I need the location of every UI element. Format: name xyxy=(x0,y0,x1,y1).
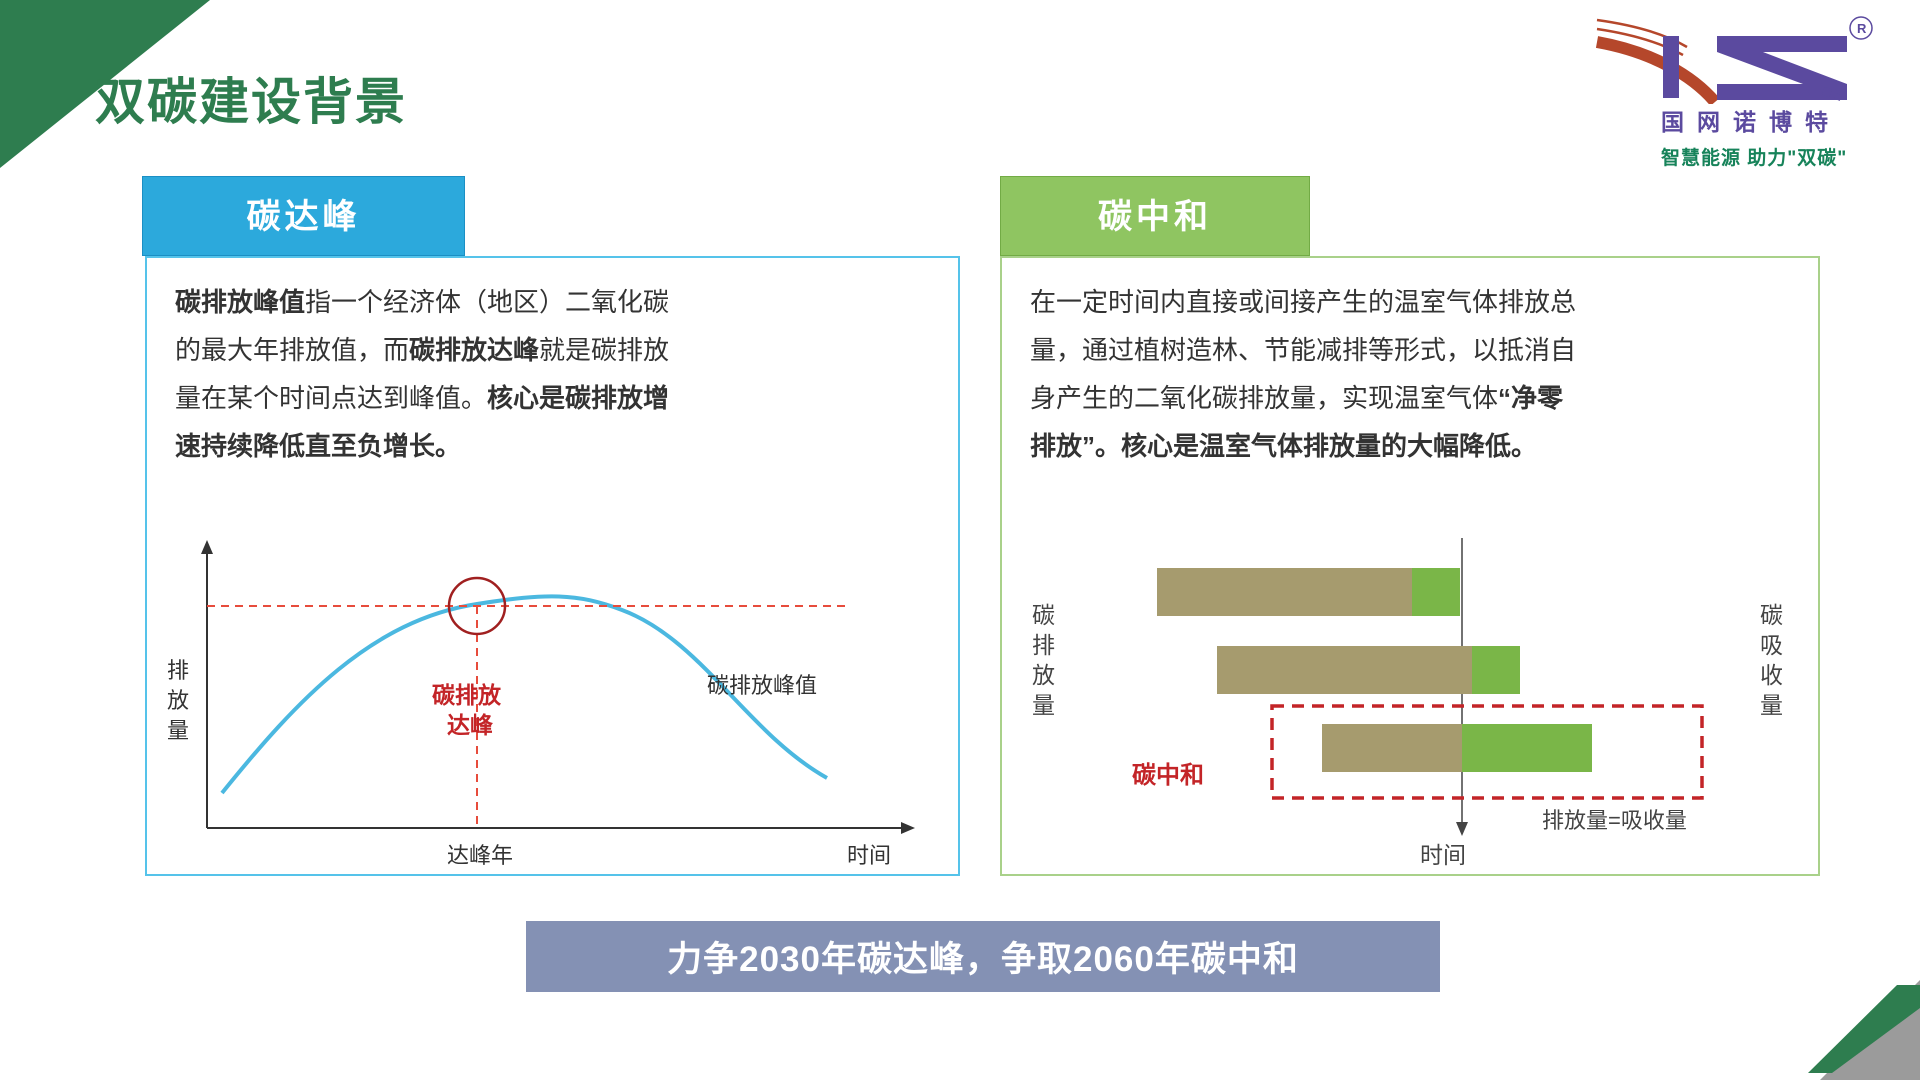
svg-text:放: 放 xyxy=(1032,662,1055,688)
svg-text:达峰年: 达峰年 xyxy=(447,843,513,868)
svg-text:放: 放 xyxy=(167,688,189,713)
svg-text:达峰: 达峰 xyxy=(447,712,494,738)
svg-text:时间: 时间 xyxy=(1420,842,1466,868)
svg-text:排: 排 xyxy=(167,658,189,683)
svg-text:排放量=吸收量: 排放量=吸收量 xyxy=(1542,808,1687,833)
svg-text:碳中和: 碳中和 xyxy=(1132,762,1204,789)
svg-text:碳排放峰值: 碳排放峰值 xyxy=(707,673,817,698)
svg-text:量: 量 xyxy=(167,718,189,743)
svg-text:碳: 碳 xyxy=(1032,602,1055,628)
svg-text:排: 排 xyxy=(1032,632,1055,658)
svg-text:量: 量 xyxy=(1032,692,1055,718)
svg-text:R: R xyxy=(1857,21,1867,36)
svg-text:收: 收 xyxy=(1760,662,1783,688)
svg-text:吸: 吸 xyxy=(1760,632,1783,658)
svg-text:时间: 时间 xyxy=(847,843,891,868)
svg-text:量: 量 xyxy=(1760,692,1783,718)
svg-text:碳: 碳 xyxy=(1760,602,1783,628)
svg-text:碳排放: 碳排放 xyxy=(432,682,502,708)
